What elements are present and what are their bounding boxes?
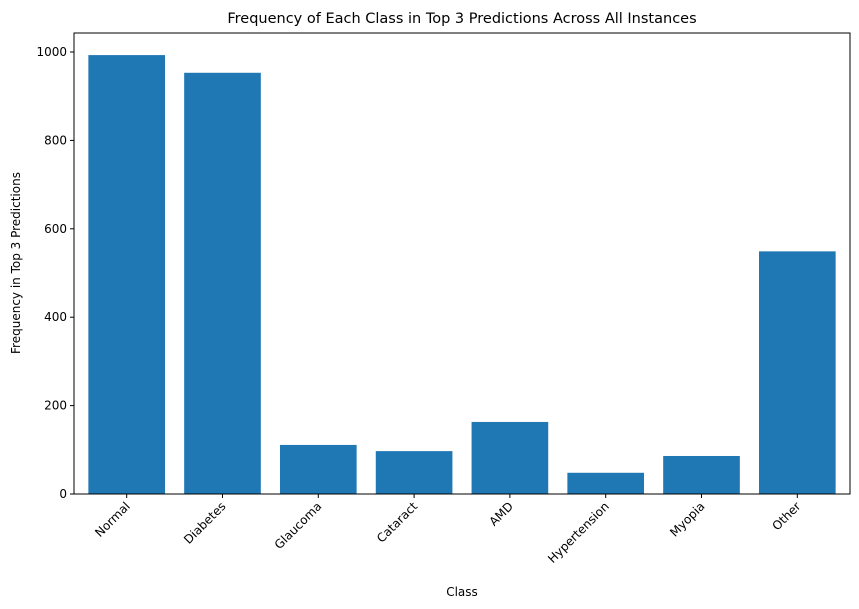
bar-other: [758, 251, 836, 494]
bar-cataract: [375, 451, 453, 494]
plot-area: 0 200 400 600 800 1000 Normal Diabetes Glaucoma C…: [36, 32, 851, 566]
x-tick-label-other: Other: [769, 499, 803, 533]
y-tick-label: 1000: [36, 45, 67, 59]
x-tick-label-amd: AMD: [486, 499, 516, 529]
bar-hypertension: [567, 472, 645, 494]
y-tick-label: 800: [44, 133, 67, 147]
bar-diabetes: [184, 72, 261, 494]
y-tick-label: 200: [44, 399, 67, 413]
x-tick-label-normal: Normal: [92, 499, 133, 540]
y-tick-label: 400: [44, 310, 67, 324]
y-axis-title: Frequency in Top 3 Predictions: [9, 172, 23, 354]
x-axis-title: Class: [446, 585, 478, 599]
axes-frame: [73, 32, 851, 495]
y-tick-label: 0: [59, 487, 67, 501]
bar-glaucoma: [279, 444, 357, 494]
x-tick-label-cataract: Cataract: [374, 499, 420, 545]
y-tick-label: 600: [44, 222, 67, 236]
x-tick-label-diabetes: Diabetes: [181, 499, 229, 547]
x-tick-label-glaucoma: Glaucoma: [272, 499, 325, 552]
bar-amd: [471, 421, 549, 494]
bar-myopia: [663, 455, 740, 494]
bar-normal: [88, 55, 166, 494]
x-tick-label-myopia: Myopia: [667, 499, 707, 539]
chart-title: Frequency of Each Class in Top 3 Predict…: [227, 11, 696, 27]
x-tick-label-hypertension: Hypertension: [545, 499, 612, 566]
